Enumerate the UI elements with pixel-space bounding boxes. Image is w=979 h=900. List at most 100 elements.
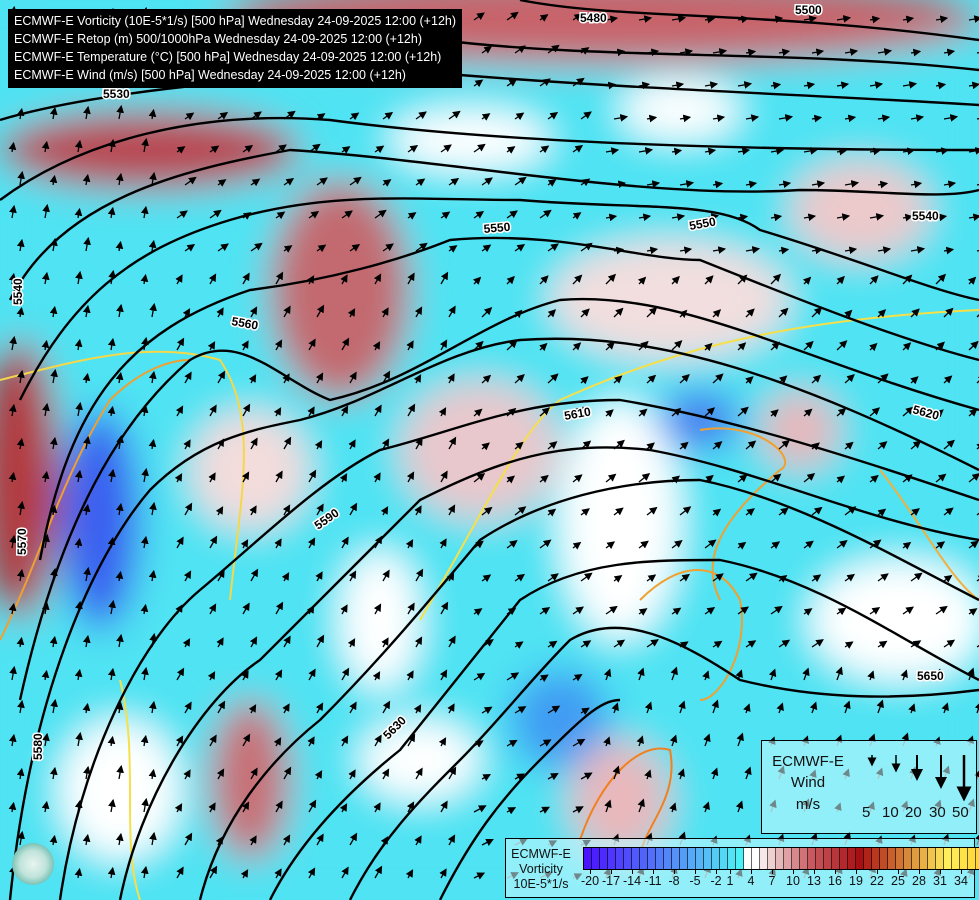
colorbar-box [712,848,720,869]
wind-arrow [140,603,149,615]
wind-arrow [184,112,195,121]
contour-label: 5650 [917,669,944,683]
colorbar-tick [835,869,836,874]
wind-arrow [217,569,225,582]
colorbar-tick [716,869,717,874]
wind-arrow [737,81,753,89]
wind-arrow [283,110,296,120]
wind-arrow [481,639,494,648]
wind-arrow [902,406,914,417]
wind-arrow [448,436,457,450]
colorbar-box [760,848,768,869]
wind-arrow [703,733,711,747]
wind-arrow [340,405,349,417]
wind-arrow [869,147,882,156]
wind-arrow [74,207,83,219]
wind-arrow [611,702,619,714]
contour-line [118,446,979,900]
wind-arrow [107,206,116,219]
wind-arrow [340,735,349,747]
wind-arrow [736,732,744,747]
wind-arrow [381,768,390,780]
wind-arrow [613,246,625,255]
wind-arrow [910,376,919,385]
wind-arrow [115,240,124,252]
wind-arrow [249,505,257,516]
colorbar-box [584,848,592,869]
title-retop: ECMWF-E Retop (m) 500/1000hPa Wednesday … [14,32,422,46]
wind-arrow [75,600,83,615]
wind-arrow [275,470,283,483]
wind-arrow [307,736,315,747]
wind-arrow [935,605,948,615]
wind-arrow [149,831,157,846]
wind-arrow [712,48,728,56]
wind-arrow [809,701,818,714]
wind-arrow [50,698,58,714]
wind-arrow [316,113,326,121]
wind-arrow [869,342,878,352]
wind-arrow [41,669,50,681]
wind-arrow [116,104,124,120]
wind-arrow [539,275,549,285]
contour-line [18,197,979,401]
colorbar-box [840,848,848,869]
wind-arrow [770,341,780,351]
wind-arrow [637,276,647,285]
colorbar-box [920,848,928,869]
wind-arrow [712,373,724,384]
wind-arrow [217,700,226,714]
wind-arrow [935,147,950,155]
colorbar-box [608,848,616,869]
wind-arrow [149,302,157,318]
wind-arrow [373,603,382,615]
wind-arrow [209,404,217,417]
wind-arrow [803,15,818,23]
wind-arrow [175,604,183,615]
wind-arrow [679,309,688,319]
wind-arrow [770,273,782,285]
colorbar-box [696,848,704,869]
wind-arrow [943,507,954,516]
wind-arrow [184,243,196,252]
colorbar-box [744,848,752,869]
wind-arrow [148,370,157,384]
colorbar-tick-label: -2 [710,874,722,888]
wind-arrow [382,179,392,187]
wind-arrow [735,669,743,681]
wind-arrow [349,701,357,714]
wind-arrow [447,504,456,516]
wind-arrow [679,441,689,450]
contour-label: 5610 [563,404,592,422]
wind-arrow [603,668,612,681]
wind-arrow [316,833,324,846]
wind-arrow [737,274,748,285]
wind-arrow [316,177,328,186]
wind-arrow [737,15,750,24]
wind-arrow [406,670,414,681]
wind-arrow [380,506,389,516]
wind-arrow [473,805,487,813]
wind-arrow [216,307,224,318]
wind-arrow [439,538,447,549]
wind-speed-50: 50 [952,804,969,821]
wind-arrow [415,437,423,450]
wind-arrow [241,670,249,681]
wind-arrow [704,407,716,417]
colorbar-tick-label: 4 [747,874,755,888]
wind-arrow [307,867,316,879]
wind-arrow [968,408,978,417]
wind-arrow [49,436,58,450]
colorbar-box [736,848,744,869]
wind-arrow [646,506,658,516]
wind-arrow [836,81,850,90]
wind-arrow [349,832,358,846]
colorbar-box [704,848,712,869]
wind-arrow [74,799,83,813]
wind-arrow [679,374,690,384]
wind-arrow [275,211,286,220]
colorbar-box [888,848,896,869]
wind-arrow [613,574,623,583]
wind-legend-title: ECMWF-E [772,753,844,770]
colorbar-box [864,848,872,869]
